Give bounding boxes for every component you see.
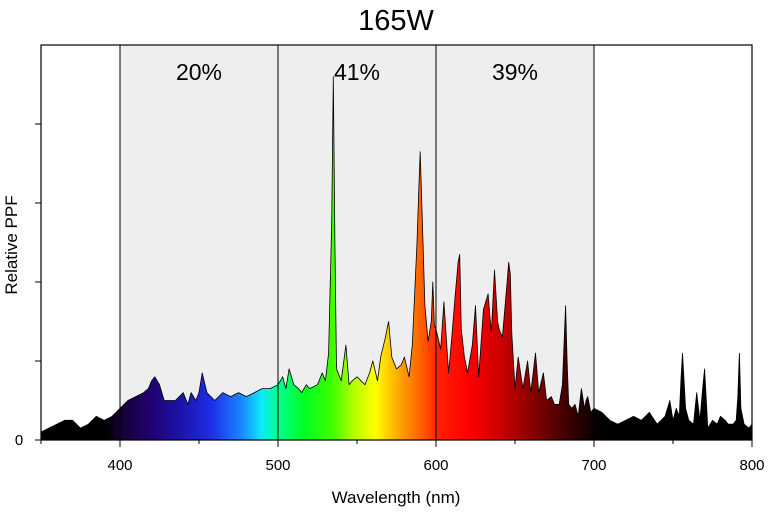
y-tick-label: 0 [15,432,23,449]
x-axis-label: Wavelength (nm) [332,488,461,507]
region-label-2: 39% [492,59,538,85]
region-label-0: 20% [176,59,222,85]
region-shading [120,45,594,440]
x-tick-label: 500 [265,457,290,474]
x-tick-label: 800 [739,457,764,474]
region-labels: 20% 41% 39% [176,59,538,85]
plot-border [40,44,753,441]
chart-title: 165W [358,5,434,37]
y-axis-label: Relative PPF [2,195,21,294]
y-axis: 0 [15,123,41,449]
x-tick-label: 700 [581,457,606,474]
region-label-1: 41% [334,59,380,85]
x-tick-label: 400 [107,457,132,474]
spectrum-area [40,76,753,441]
x-tick-label: 600 [423,457,448,474]
x-axis: 400 500 600 700 800 [40,440,765,474]
plot-frame [40,44,753,441]
spectrum-series [40,76,753,441]
region-band-0 [120,45,278,440]
